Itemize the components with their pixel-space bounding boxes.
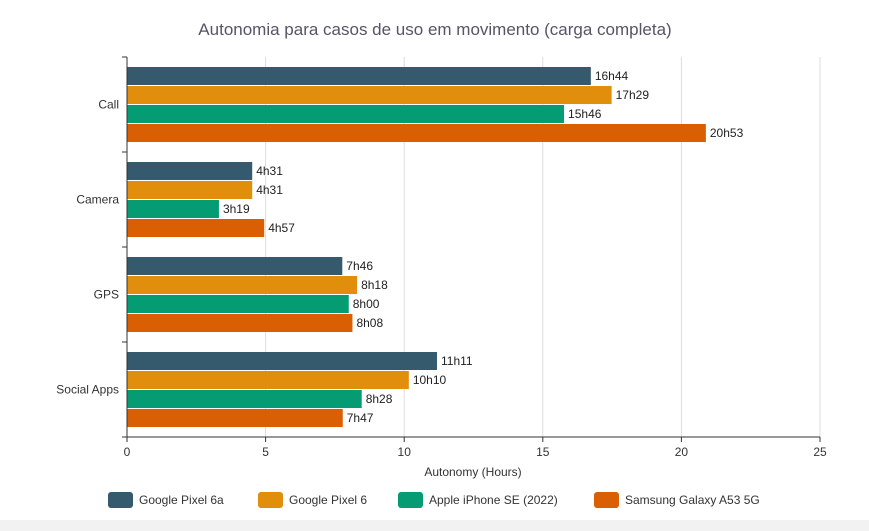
data-label: 3h19 bbox=[223, 202, 250, 216]
bar-google-pixel-6a-call bbox=[127, 67, 591, 85]
legend-swatch bbox=[258, 492, 283, 508]
bar-google-pixel-6a-social-apps bbox=[127, 352, 437, 370]
x-axis-label: Autonomy (Hours) bbox=[424, 465, 521, 479]
y-tick-label: Social Apps bbox=[56, 383, 119, 397]
bar-apple-iphone-se-2022--camera bbox=[127, 200, 219, 218]
bar-google-pixel-6-social-apps bbox=[127, 371, 409, 389]
data-label: 4h31 bbox=[256, 183, 283, 197]
data-label: 20h53 bbox=[710, 126, 744, 140]
bottom-strip bbox=[0, 520, 869, 531]
y-tick-label: Camera bbox=[76, 193, 119, 207]
bar-samsung-galaxy-a53-5g-gps bbox=[127, 314, 353, 332]
data-label: 4h31 bbox=[256, 164, 283, 178]
bar-google-pixel-6-gps bbox=[127, 276, 358, 294]
data-label: 16h44 bbox=[595, 69, 629, 83]
legend-item: Samsung Galaxy A53 5G bbox=[594, 492, 760, 508]
legend-swatch bbox=[108, 492, 133, 508]
legend-label: Samsung Galaxy A53 5G bbox=[625, 493, 760, 507]
data-label: 8h18 bbox=[361, 278, 388, 292]
legend-label: Google Pixel 6 bbox=[289, 493, 367, 507]
legend-item: Apple iPhone SE (2022) bbox=[398, 492, 558, 508]
legend-item: Google Pixel 6 bbox=[258, 492, 367, 508]
x-tick-label: 15 bbox=[536, 445, 550, 459]
legend-swatch bbox=[398, 492, 423, 508]
bar-google-pixel-6-camera bbox=[127, 181, 253, 199]
bar-google-pixel-6-call bbox=[127, 86, 612, 104]
data-label: 15h46 bbox=[568, 107, 602, 121]
data-label: 10h10 bbox=[413, 373, 447, 387]
x-tick-label: 25 bbox=[813, 445, 827, 459]
y-tick-label: Call bbox=[98, 98, 119, 112]
chart-title: Autonomia para casos de uso em movimento… bbox=[198, 20, 671, 39]
bar-google-pixel-6a-camera bbox=[127, 162, 253, 180]
bar-google-pixel-6a-gps bbox=[127, 257, 343, 275]
bar-samsung-galaxy-a53-5g-social-apps bbox=[127, 409, 343, 427]
bar-apple-iphone-se-2022--gps bbox=[127, 295, 349, 313]
x-tick-label: 5 bbox=[262, 445, 269, 459]
x-tick-label: 10 bbox=[398, 445, 412, 459]
data-label: 17h29 bbox=[616, 88, 650, 102]
data-label: 7h47 bbox=[347, 411, 374, 425]
data-label: 4h57 bbox=[268, 221, 295, 235]
legend-label: Google Pixel 6a bbox=[139, 493, 224, 507]
bar-samsung-galaxy-a53-5g-camera bbox=[127, 219, 265, 237]
data-label: 11h11 bbox=[441, 354, 473, 368]
data-label: 8h28 bbox=[366, 392, 393, 406]
x-tick-label: 20 bbox=[675, 445, 689, 459]
legend-item: Google Pixel 6a bbox=[108, 492, 224, 508]
x-tick-label: 0 bbox=[124, 445, 131, 459]
y-tick-label: GPS bbox=[94, 288, 119, 302]
data-label: 8h08 bbox=[356, 316, 383, 330]
data-label: 7h46 bbox=[346, 259, 373, 273]
bar-samsung-galaxy-a53-5g-call bbox=[127, 124, 706, 142]
data-label: 8h00 bbox=[353, 297, 380, 311]
legend-swatch bbox=[594, 492, 619, 508]
bar-apple-iphone-se-2022--call bbox=[127, 105, 565, 123]
bar-apple-iphone-se-2022--social-apps bbox=[127, 390, 362, 408]
legend-label: Apple iPhone SE (2022) bbox=[429, 493, 558, 507]
